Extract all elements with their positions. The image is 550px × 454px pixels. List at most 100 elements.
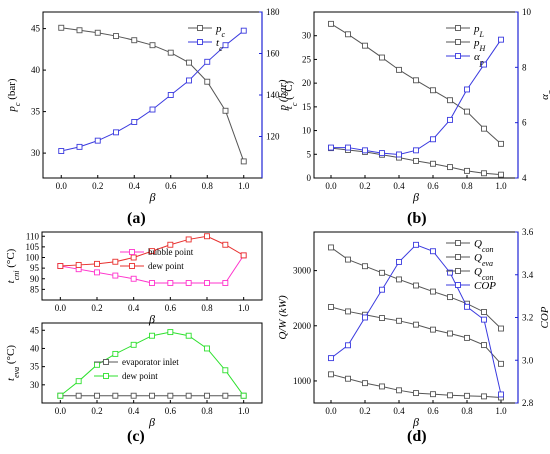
data-point: [396, 66, 402, 73]
x-tick-label: 1.0: [495, 406, 507, 416]
x-tick-label: 0.2: [359, 406, 370, 416]
x-tick-label: 0.6: [165, 303, 177, 313]
y-tick-label: 85: [30, 284, 40, 294]
data-point: [481, 125, 487, 132]
data-point: [413, 390, 419, 397]
data-point: [185, 332, 192, 339]
data-point: [204, 78, 211, 85]
plot-frame: [41, 322, 263, 404]
x-tick-label: 1.0: [238, 406, 250, 416]
data-point: [379, 315, 385, 322]
right-tick-label: 8: [522, 62, 527, 72]
legend-label: dew point: [122, 371, 158, 381]
data-point: [379, 383, 385, 390]
data-point: [362, 42, 368, 49]
legend-marker: [455, 282, 461, 288]
y-tick-label: 40: [30, 343, 40, 353]
legend-label: dew point: [148, 261, 184, 271]
data-point: [447, 330, 453, 337]
right-tick-label: 160: [266, 49, 280, 59]
x-axis-label: β: [412, 190, 419, 204]
y-tick-label: 90: [30, 274, 40, 284]
data-point: [464, 108, 470, 115]
chart-panel-d: 0.0 0.2 0.4 0.6 0.8 1.0 β 1000 2000 3000 Q/W (kW) 2…: [277, 227, 550, 429]
data-point: [204, 392, 210, 399]
data-point: [413, 321, 419, 328]
data-point: [149, 280, 155, 286]
x-tick-label: 0.4: [393, 181, 405, 191]
x-axis-label: β: [149, 190, 156, 204]
data-point: [413, 282, 419, 289]
y-tick-label: 30: [31, 148, 41, 158]
right-tick-label: 120: [266, 132, 280, 142]
data-point: [76, 143, 83, 150]
data-point: [240, 27, 247, 34]
right-tick-label: 4: [522, 173, 527, 183]
data-point: [498, 171, 504, 178]
legend-label: pH: [473, 37, 487, 53]
x-tick-label: 0.4: [393, 406, 405, 416]
x-tick-label: 0.6: [165, 406, 177, 416]
y-axis-label: pc (bar): [6, 78, 22, 113]
data-point: [498, 391, 504, 398]
data-point: [113, 33, 119, 40]
data-point: [112, 258, 119, 265]
data-point: [75, 378, 82, 385]
y-tick-label: 30: [302, 31, 312, 41]
data-point: [447, 392, 453, 399]
y-tick-label: 5: [307, 149, 312, 159]
data-point: [464, 86, 470, 93]
x-tick-label: 0.8: [461, 181, 473, 191]
data-point: [498, 360, 504, 367]
data-point: [204, 233, 210, 240]
legend-marker: [455, 53, 461, 59]
y-tick-label: 105: [26, 242, 40, 252]
right-tick-label: 10: [522, 7, 532, 17]
y-tick-label: 1000: [293, 376, 312, 386]
right-tick-label: 3.4: [522, 270, 534, 280]
y-tick-label: 10: [302, 126, 312, 136]
legend-label: COP: [474, 280, 496, 292]
legend-marker: [455, 268, 461, 274]
data-point: [379, 286, 385, 293]
data-point: [222, 367, 229, 374]
data-point: [112, 272, 119, 279]
legend-label: pL: [473, 23, 485, 39]
data-point: [185, 280, 192, 286]
legend-marker: [455, 254, 461, 260]
data-point: [464, 392, 470, 399]
data-point: [112, 350, 119, 357]
data-point: [328, 304, 334, 310]
data-point: [94, 392, 100, 399]
right-tick-label: 140: [266, 90, 280, 100]
data-point: [149, 248, 155, 255]
x-axis-label: β: [148, 312, 155, 326]
right-axis-label: COP: [539, 306, 550, 328]
data-point: [379, 150, 385, 157]
plot-frame: [41, 231, 263, 301]
legend-marker: [129, 249, 135, 255]
y-axis-label: teva (°C): [5, 345, 21, 381]
x-tick-label: 0.8: [201, 303, 213, 313]
data-point: [185, 236, 192, 243]
legend-marker: [455, 25, 461, 31]
data-point: [481, 342, 487, 349]
legend-marker: [103, 359, 109, 365]
data-point: [345, 375, 351, 382]
data-point: [430, 288, 436, 295]
data-point: [430, 326, 436, 333]
data-point: [167, 241, 174, 248]
data-point: [75, 261, 82, 268]
y-tick-label: 25: [302, 54, 312, 64]
data-point: [75, 392, 82, 399]
data-point: [130, 254, 137, 261]
chart-panel-b: 0.0 0.2 0.4 0.6 0.8 1.0 β 0 5 10 15 20 25 30 p (bar) 4 6…: [277, 7, 550, 204]
right-tick-label: 3.2: [522, 313, 533, 323]
y-tick-label: 35: [30, 362, 40, 372]
data-point: [240, 392, 247, 399]
data-point: [328, 244, 334, 251]
data-point: [149, 392, 155, 399]
